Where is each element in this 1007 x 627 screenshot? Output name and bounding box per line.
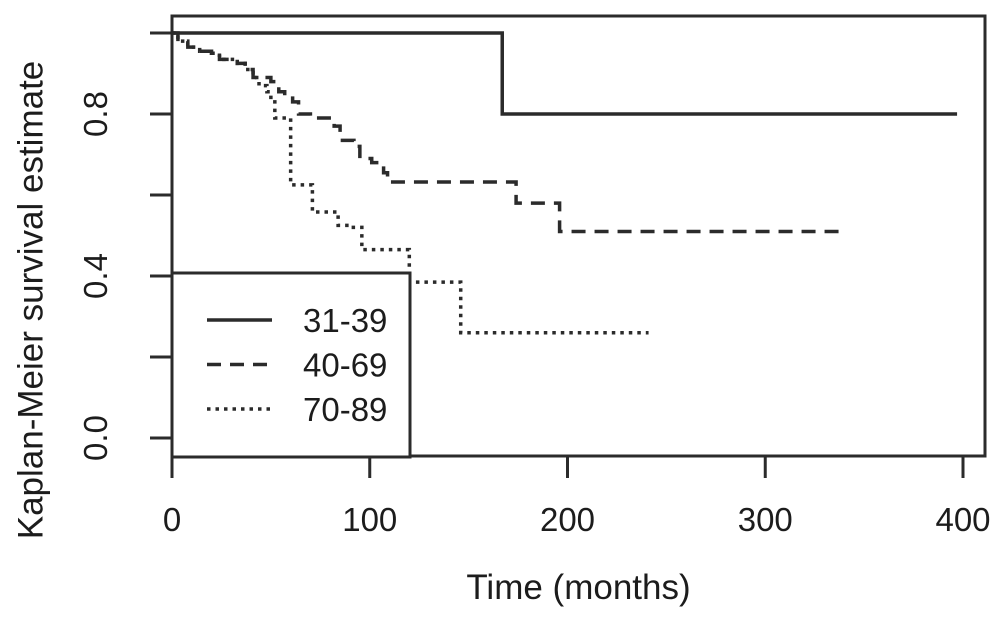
legend-label-31-39: 31-39: [303, 302, 387, 339]
y-axis-title: Kaplan-Meier survival estimate: [11, 60, 51, 540]
x-tick-label: 200: [540, 501, 595, 538]
survival-curve-31-39: [172, 31, 958, 116]
x-tick-label: 300: [738, 501, 793, 538]
x-axis-title: Time (months): [466, 568, 691, 607]
legend-label-40-69: 40-69: [303, 347, 387, 384]
survival-curve-70-89: [172, 31, 649, 335]
plot-frame: [170, 14, 987, 458]
x-tick-label: 100: [342, 501, 397, 538]
x-tick-label: 400: [935, 501, 990, 538]
y-tick-label: 0.0: [77, 415, 114, 461]
y-tick-label: 0.8: [77, 91, 114, 137]
survival-curve-40-69: [172, 31, 841, 234]
x-tick-label: 0: [163, 501, 181, 538]
legend-label-70-89: 70-89: [303, 391, 387, 428]
y-tick-label: 0.4: [77, 253, 114, 299]
